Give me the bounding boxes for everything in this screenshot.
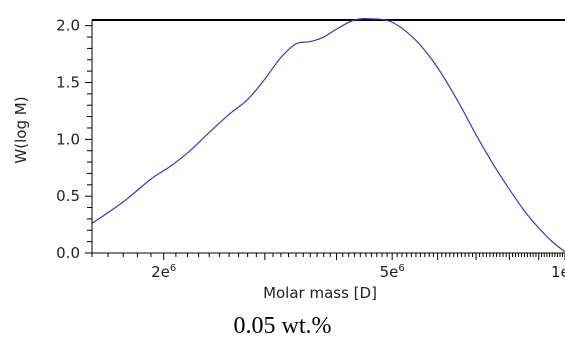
- y-axis: 0.0 0.5 1.0 1.5 2.0: [56, 17, 93, 262]
- plot-area: [91, 18, 565, 253]
- x-tick-label: 2e6: [151, 263, 176, 281]
- series-line: [91, 18, 565, 253]
- y-tick-label: 1.5: [56, 74, 80, 92]
- x-axis-title: Molar mass [D]: [263, 284, 377, 302]
- x-axis: 2e6 5e6 1e: [91, 252, 565, 281]
- y-axis-title: W(log M): [12, 96, 30, 163]
- chart-caption: 0.05 wt.%: [233, 313, 332, 339]
- y-tick-label: 0.5: [56, 187, 80, 205]
- y-tick-label: 0.0: [56, 244, 80, 262]
- y-tick-label: 2.0: [56, 17, 80, 35]
- x-tick-label: 5e6: [380, 263, 405, 281]
- y-tick-label: 1.0: [56, 130, 80, 148]
- x-tick-label: 1e: [551, 263, 565, 281]
